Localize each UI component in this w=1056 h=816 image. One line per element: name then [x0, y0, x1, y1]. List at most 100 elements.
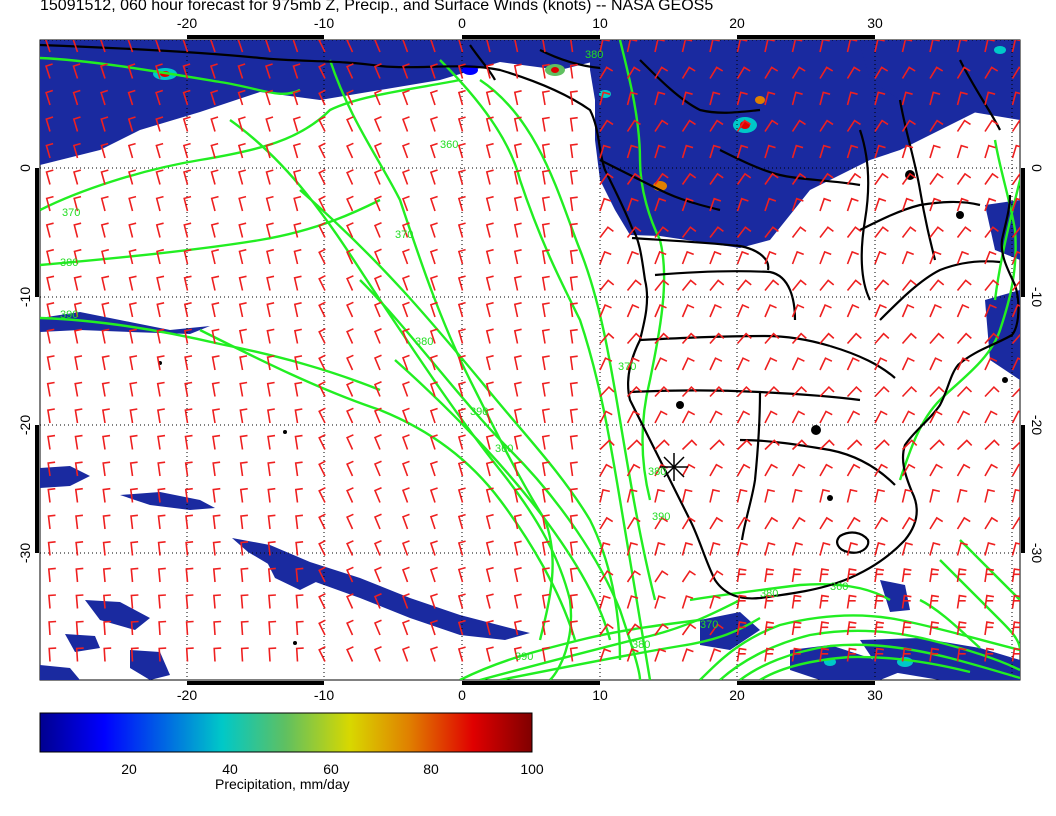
wind-barb — [681, 91, 693, 106]
wind-barb — [240, 541, 249, 556]
wind-barb — [956, 119, 971, 132]
wind-barb — [846, 439, 863, 451]
wind-barb — [46, 248, 54, 265]
wind-barb — [709, 623, 724, 636]
wind-barb — [764, 172, 779, 185]
wind-barb — [791, 410, 806, 424]
wind-barb — [1011, 357, 1020, 371]
wind-barb — [318, 407, 326, 424]
wind-barb — [293, 248, 302, 265]
wind-barb — [267, 514, 276, 530]
wind-barb — [346, 434, 354, 450]
wind-barb — [984, 66, 999, 79]
wind-barb — [626, 279, 642, 292]
wind-barb — [485, 381, 494, 397]
contour-label: 380 — [760, 588, 778, 600]
wind-barb — [130, 541, 139, 556]
wind-barb — [75, 620, 84, 636]
wind-barb — [874, 357, 888, 371]
wind-barb — [318, 592, 326, 609]
wind-barb — [874, 119, 889, 132]
wind-barb — [791, 568, 802, 583]
wind-barb — [373, 513, 382, 530]
wind-barb — [874, 226, 889, 238]
lat-tick-right: 0 — [1029, 164, 1045, 172]
wind-barb — [764, 250, 777, 265]
wind-barb — [541, 90, 550, 106]
wind-barb — [569, 461, 578, 477]
wind-barb — [457, 301, 466, 318]
wind-barb — [485, 248, 494, 265]
wind-barb — [984, 439, 1000, 451]
wind-barb — [429, 434, 438, 450]
wind-barb — [102, 487, 111, 503]
wind-barb — [182, 40, 189, 53]
wind-barb — [429, 540, 438, 556]
wind-barb — [513, 514, 522, 530]
wind-barb — [72, 142, 81, 159]
wind-barb — [100, 89, 109, 106]
contour-label: 360 — [440, 139, 458, 151]
wind-barb — [184, 408, 193, 424]
wind-barb — [929, 594, 940, 609]
wind-barb — [956, 385, 973, 398]
wind-barb — [929, 647, 940, 662]
wind-barb — [513, 169, 522, 185]
wind-barb — [736, 647, 747, 662]
wind-barb — [846, 119, 861, 132]
wind-barb — [654, 410, 668, 424]
wind-barb — [127, 142, 136, 159]
wind-barb — [401, 487, 410, 503]
wind-barb — [541, 540, 550, 556]
wind-barb — [211, 408, 220, 424]
wind-barb — [429, 566, 438, 583]
wind-barb — [819, 647, 830, 662]
wind-barb — [791, 621, 802, 636]
wind-barb — [211, 248, 219, 265]
wind-barb — [764, 279, 780, 292]
wind-barb — [709, 119, 724, 132]
wind-barb — [485, 593, 494, 609]
wind-barb — [901, 488, 913, 503]
wind-barb — [182, 116, 191, 132]
wind-barb — [374, 40, 381, 53]
wind-barb — [736, 516, 751, 530]
wind-barb — [709, 648, 722, 662]
lon-tick-bottom: 20 — [729, 687, 745, 703]
wind-barb — [736, 172, 752, 185]
wind-barb — [626, 542, 638, 556]
wind-barb — [929, 40, 940, 53]
wind-barb — [129, 355, 138, 371]
wind-barb — [373, 169, 382, 185]
wind-barb — [240, 620, 249, 636]
wind-barb — [791, 332, 807, 345]
wind-barb — [458, 40, 464, 53]
wind-barb — [103, 594, 111, 609]
wind-barb — [72, 40, 79, 53]
wind-barb — [1011, 516, 1020, 530]
wind-barb — [901, 463, 916, 477]
wind-barb — [101, 408, 110, 424]
wind-barb — [429, 169, 438, 185]
wind-barb — [373, 222, 382, 238]
wind-barb — [846, 463, 861, 477]
wind-barb — [984, 332, 1000, 345]
wind-barb — [295, 647, 304, 662]
wind-barb — [293, 302, 302, 318]
wind-barb — [956, 439, 973, 451]
wind-barb — [184, 355, 193, 371]
contour-label: 380 — [648, 466, 666, 478]
wind-barb — [183, 195, 192, 212]
wind-barb — [846, 410, 861, 424]
wind-barb — [45, 169, 54, 185]
wind-barb — [293, 195, 302, 212]
wind-barb — [485, 487, 494, 503]
wind-barb — [626, 91, 638, 106]
wind-barb — [294, 381, 303, 397]
wind-barb — [346, 89, 354, 106]
wind-barb — [429, 354, 438, 371]
wind-barb — [101, 275, 110, 291]
wind-barb — [709, 66, 724, 79]
wind-barb — [182, 63, 191, 79]
wind-barb — [513, 328, 522, 344]
